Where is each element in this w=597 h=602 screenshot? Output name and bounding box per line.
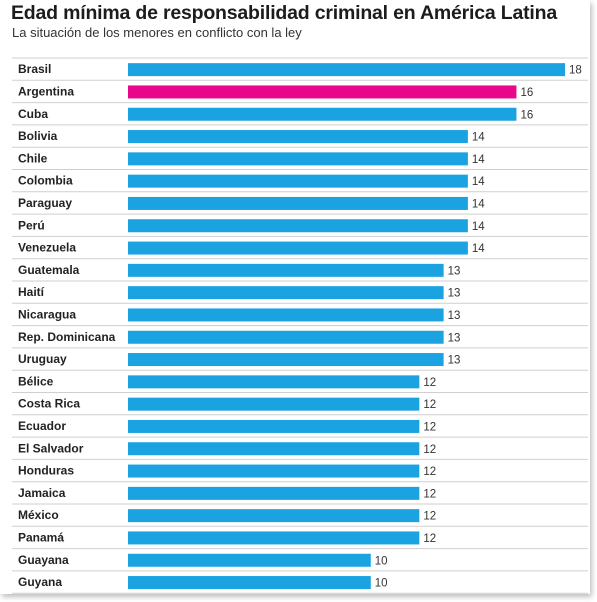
value-label: 13 — [448, 288, 461, 300]
bar — [128, 63, 565, 77]
category-label: Argentina — [18, 84, 74, 98]
bar — [128, 330, 444, 344]
bar — [128, 219, 468, 233]
chart-card: Edad mínima de responsabilidad criminal … — [11, 2, 588, 594]
value-label: 12 — [423, 421, 436, 433]
value-label: 10 — [375, 555, 388, 567]
value-label: 13 — [448, 332, 461, 344]
category-label: Jamaica — [18, 486, 66, 500]
value-label: 13 — [448, 265, 461, 277]
category-label: Brasil — [18, 62, 51, 76]
bar — [128, 509, 420, 523]
value-label: 12 — [423, 399, 436, 411]
bar — [128, 286, 444, 300]
value-label: 14 — [472, 132, 485, 144]
category-label: Guayana — [18, 553, 69, 567]
category-label: El Salvador — [18, 441, 84, 455]
bar — [128, 397, 420, 411]
category-label: Honduras — [18, 464, 74, 478]
bar — [128, 308, 444, 322]
category-label: Nicaragua — [18, 307, 76, 321]
bar — [128, 174, 468, 188]
bar — [128, 375, 420, 389]
value-label: 12 — [423, 488, 436, 500]
bar — [128, 464, 420, 478]
bar — [128, 442, 420, 456]
category-label: Bolivia — [18, 129, 58, 143]
category-label: Chile — [18, 151, 48, 165]
bar — [128, 85, 517, 99]
value-label: 13 — [448, 355, 461, 367]
value-label: 12 — [423, 533, 436, 545]
value-label: 12 — [423, 511, 436, 523]
category-label: Uruguay — [18, 352, 67, 366]
category-label: Cuba — [18, 107, 48, 121]
value-label: 14 — [472, 198, 485, 210]
value-label: 12 — [423, 444, 436, 456]
category-label: Ecuador — [18, 419, 66, 433]
bar — [128, 576, 371, 590]
bar — [128, 263, 444, 277]
value-label: 14 — [472, 221, 485, 233]
bar — [128, 419, 420, 433]
category-label: Guyana — [18, 575, 62, 589]
bar — [128, 241, 468, 255]
category-label: Perú — [18, 218, 45, 232]
bar — [128, 486, 420, 500]
bar — [128, 152, 468, 166]
bar — [128, 553, 371, 567]
bar — [128, 107, 517, 121]
category-label: Panamá — [18, 530, 64, 544]
value-label: 16 — [520, 87, 533, 99]
value-label: 10 — [375, 578, 388, 590]
bar — [128, 353, 444, 367]
category-label: Costa Rica — [18, 397, 80, 411]
value-label: 13 — [448, 310, 461, 322]
chart-subtitle: La situación de los menores en conflicto… — [12, 25, 302, 40]
category-label: Colombia — [18, 174, 73, 188]
category-label: Haití — [18, 285, 45, 299]
value-label: 12 — [423, 466, 436, 478]
value-label: 14 — [472, 154, 485, 166]
value-label: 12 — [423, 377, 436, 389]
category-label: Venezuela — [18, 241, 76, 255]
value-label: 18 — [569, 65, 582, 77]
bar-chart: Brasil 18 Argentina 16 Cuba 16 Bolivia 14 Chile 1… — [12, 57, 588, 594]
category-label: Guatemala — [18, 263, 80, 277]
category-label: Bélice — [18, 374, 54, 388]
value-label: 14 — [472, 243, 485, 255]
category-label: México — [18, 508, 59, 522]
bar — [128, 130, 468, 144]
chart-title: Edad mínima de responsabilidad criminal … — [11, 2, 557, 24]
value-label: 14 — [472, 176, 485, 188]
bar — [128, 196, 468, 210]
bar — [128, 531, 420, 545]
category-label: Rep. Dominicana — [18, 330, 116, 344]
category-label: Paraguay — [18, 196, 72, 210]
value-label: 16 — [520, 109, 533, 121]
